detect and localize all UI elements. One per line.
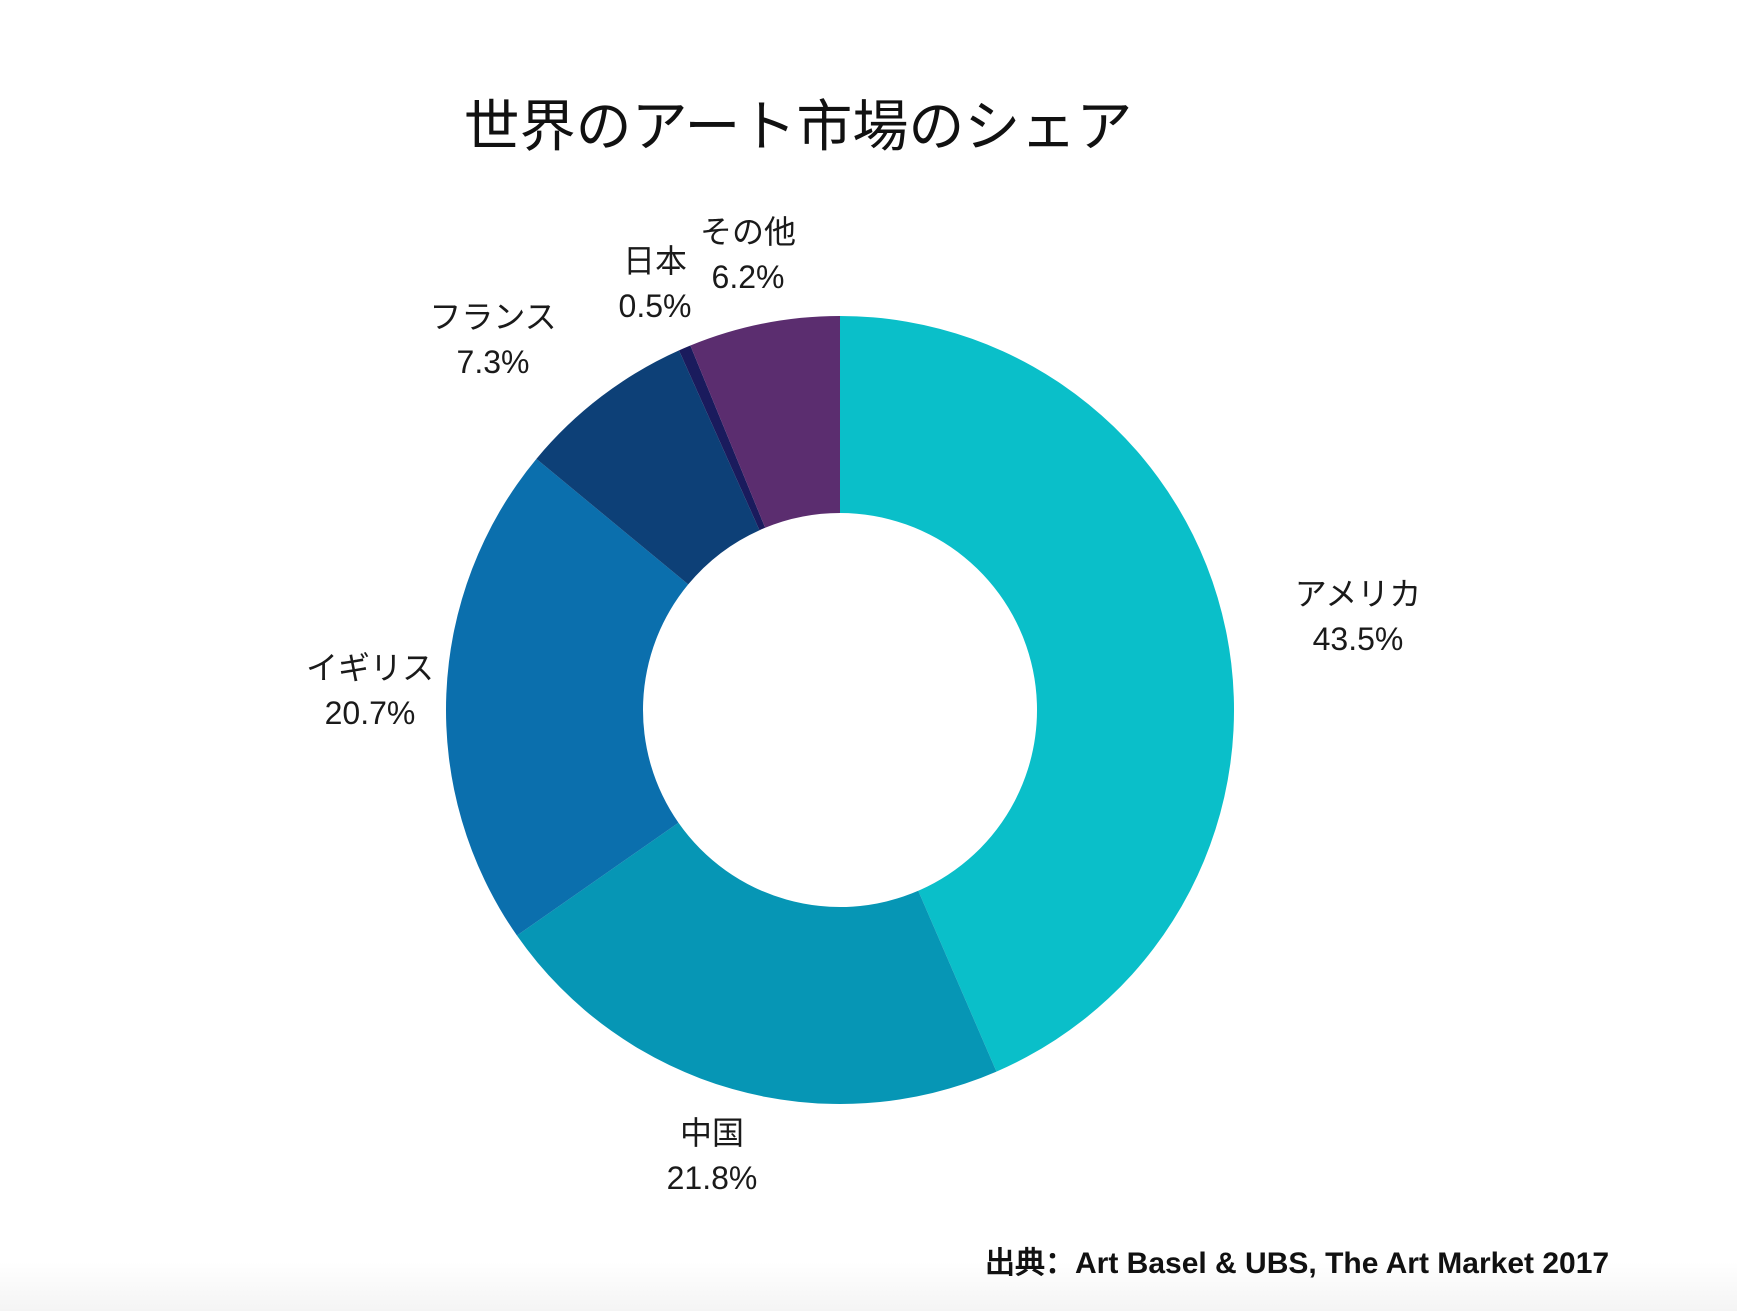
slice-label-percent-1: 21.8%	[667, 1160, 758, 1196]
slice-4	[678, 345, 766, 531]
slice-label-percent-2: 20.7%	[325, 695, 416, 731]
slice-label-percent-4: 0.5%	[619, 288, 692, 324]
slice-label-percent-0: 43.5%	[1313, 621, 1404, 657]
slice-2	[445, 458, 689, 936]
slice-3	[536, 350, 760, 585]
slice-0	[840, 316, 1235, 1072]
slice-label-name-1: 中国	[680, 1115, 744, 1151]
slice-5	[690, 316, 840, 528]
slice-label-name-0: アメリカ	[1295, 576, 1421, 612]
slice-label-name-3: フランス	[429, 299, 556, 335]
chart-title: 世界のアート市場のシェア	[463, 95, 1133, 158]
slice-label-name-2: イギリス	[306, 650, 434, 686]
slice-label-percent-3: 7.3%	[457, 344, 530, 380]
slice-label-name-4: 日本	[623, 243, 687, 279]
slice-label-percent-5: 6.2%	[712, 259, 785, 295]
slice-label-name-5: その他	[700, 214, 796, 250]
source-caption: 出典：Art Basel & UBS, The Art Market 2017	[985, 1247, 1610, 1280]
slice-1	[516, 822, 997, 1105]
